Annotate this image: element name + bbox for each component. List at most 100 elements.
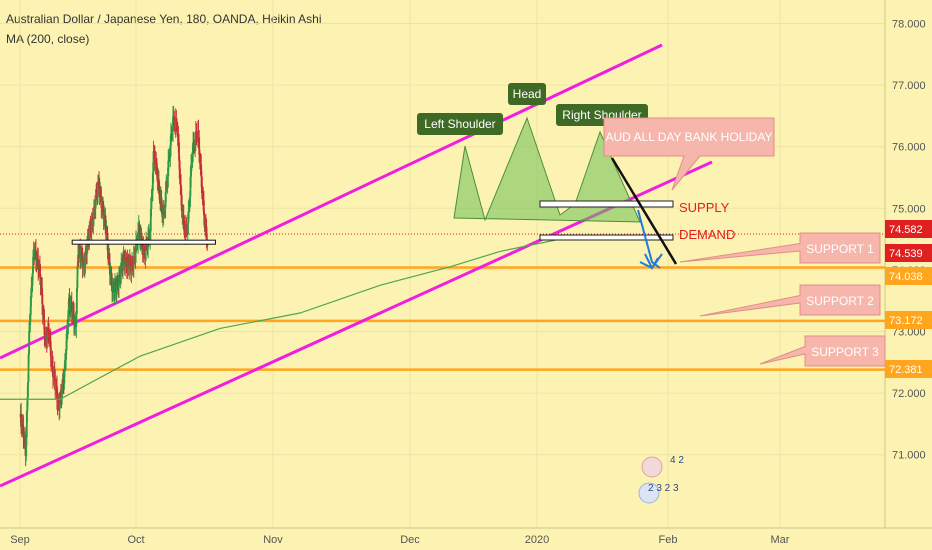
candle-body — [116, 280, 119, 286]
price-label-bg — [885, 267, 932, 285]
candle-body — [41, 288, 44, 304]
candle-body — [78, 247, 81, 250]
candle-body — [30, 287, 33, 296]
candle-body — [155, 162, 158, 176]
candle-body — [79, 249, 82, 259]
candle-body — [52, 375, 55, 378]
candle-body — [41, 303, 44, 316]
candle-body — [92, 218, 95, 224]
candle-body — [192, 142, 195, 145]
y-tick-label: 78.000 — [892, 19, 926, 31]
candle-body — [82, 262, 85, 268]
candle-body — [78, 247, 81, 256]
x-tick-label: Oct — [127, 534, 144, 546]
candle-body — [57, 401, 60, 403]
candle-body — [39, 274, 42, 285]
candle-body — [54, 385, 57, 389]
candle-body — [100, 196, 103, 209]
ma-indicator-label: MA (200, close) — [6, 32, 90, 46]
candle-body — [62, 379, 65, 384]
candle-body — [63, 369, 66, 384]
candle-body — [60, 393, 62, 395]
left-shoulder-label: Left Shoulder — [424, 117, 495, 131]
candle-body — [21, 424, 24, 429]
candle-body — [184, 226, 187, 234]
supply-label: SUPPLY — [679, 200, 730, 215]
candle-body — [22, 425, 25, 439]
candle-body — [79, 256, 82, 259]
candle-body — [173, 116, 176, 126]
candle-body — [90, 221, 93, 232]
candle-body — [192, 142, 195, 152]
candle-body — [113, 290, 116, 294]
candle-body — [28, 324, 31, 331]
channel-upper-line — [0, 43, 663, 360]
chart-title: Australian Dollar / Japanese Yen, 180, O… — [6, 12, 322, 26]
candle-body — [167, 160, 170, 177]
candle-body — [140, 235, 143, 238]
candle-body — [42, 314, 45, 321]
candle-body — [54, 379, 57, 389]
candle-body — [50, 356, 53, 363]
candle-body — [98, 179, 100, 189]
candle-body — [49, 341, 52, 357]
candle-body — [151, 172, 154, 191]
candle-body — [87, 235, 90, 237]
candle-body — [84, 253, 87, 266]
event-badge-count: 4 2 — [670, 455, 684, 466]
candle-body — [83, 260, 86, 267]
candle-body — [24, 438, 27, 445]
candle-body — [99, 190, 102, 197]
candle-body — [77, 255, 79, 266]
candle-body — [64, 360, 66, 370]
candle-body — [126, 260, 129, 269]
candle-body — [202, 200, 205, 216]
x-tick-label: Feb — [659, 534, 678, 546]
head-label-tag — [508, 83, 546, 105]
candle-body — [205, 226, 208, 241]
candle-body — [188, 206, 191, 212]
candle-body — [109, 273, 112, 275]
candle-body — [143, 246, 145, 253]
candle-body — [25, 437, 28, 457]
candle-body — [88, 231, 91, 240]
candle-body — [152, 151, 155, 173]
resistance-line — [71, 239, 216, 245]
candle-body — [37, 259, 40, 270]
candle-body — [58, 403, 61, 410]
candle-body — [73, 323, 76, 325]
support-3-label: SUPPORT 3 — [811, 345, 879, 359]
candle-body — [153, 152, 156, 164]
y-tick-label: 76.000 — [892, 142, 926, 154]
candle-body — [160, 197, 163, 207]
candle-body — [86, 247, 89, 254]
candle-body — [106, 229, 108, 236]
candle-body — [176, 130, 179, 137]
y-tick-label: 75.000 — [892, 203, 926, 215]
candle-body — [122, 262, 124, 269]
event-note-label: AUD ALL DAY BANK HOLIDAY — [606, 130, 773, 144]
candle-body — [203, 215, 206, 228]
price-label-bg — [885, 220, 932, 238]
candle-body — [139, 235, 142, 241]
candle-body — [27, 354, 30, 382]
candle-body — [95, 189, 98, 200]
candle-body — [201, 193, 204, 198]
candle-body — [110, 272, 113, 285]
candle-body — [39, 266, 41, 275]
candle-body — [180, 184, 182, 196]
event-badge-icon — [641, 456, 663, 478]
candle-body — [178, 160, 181, 179]
y-tick-label: 72.000 — [892, 388, 926, 400]
candle-body — [43, 320, 46, 335]
candle-body — [66, 325, 69, 329]
candle-body — [164, 207, 166, 212]
candle-body — [158, 185, 161, 200]
candle-body — [101, 207, 103, 209]
y-tick-label: 71.000 — [892, 450, 926, 462]
candle-body — [190, 164, 193, 177]
candle-body — [180, 195, 183, 212]
candle-body — [186, 223, 189, 232]
